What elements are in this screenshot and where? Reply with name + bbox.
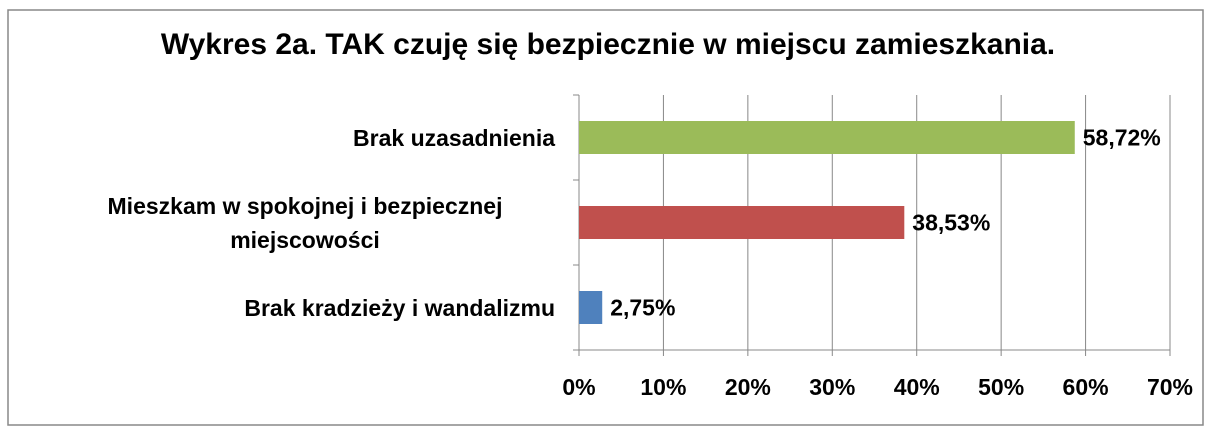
y-tick-label-box: Mieszkam w spokojnej i bezpiecznej miejs… <box>55 180 555 265</box>
data-label: 38,53% <box>912 210 990 236</box>
x-tick-label: 10% <box>640 374 686 400</box>
x-tick-label: 70% <box>1147 374 1193 400</box>
bar <box>579 291 603 324</box>
x-tick-label: 20% <box>725 374 771 400</box>
data-label: 58,72% <box>1083 125 1161 151</box>
bar <box>579 121 1075 154</box>
y-tick-label: Brak uzasadnienia <box>353 124 555 151</box>
x-tick-label: 60% <box>1063 374 1109 400</box>
y-tick-label: Brak kradzieży i wandalizmu <box>244 294 555 321</box>
x-tick-label: 30% <box>809 374 855 400</box>
y-tick-label-box: Brak kradzieży i wandalizmu <box>55 265 555 350</box>
y-tick-label-box: Brak uzasadnienia <box>55 95 555 180</box>
x-tick-label: 40% <box>894 374 940 400</box>
bar <box>579 206 905 239</box>
y-tick-label: Mieszkam w spokojnej i bezpiecznej miejs… <box>107 192 503 253</box>
chart-title: Wykres 2a. TAK czuję się bezpiecznie w m… <box>161 28 1055 61</box>
data-label: 2,75% <box>610 295 675 321</box>
x-tick-label: 0% <box>562 374 595 400</box>
x-tick-label: 50% <box>978 374 1024 400</box>
